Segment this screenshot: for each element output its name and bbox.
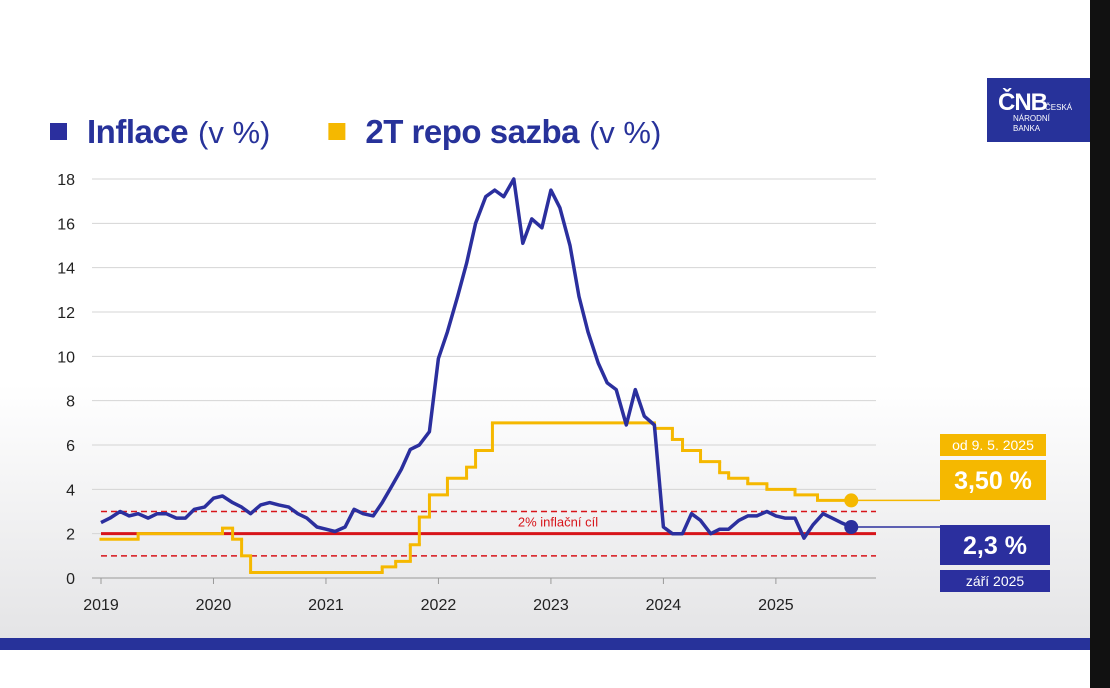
callout-note: od 9. 5. 2025 [952,437,1034,453]
end-dot [844,520,859,535]
screen-edge [1090,0,1110,688]
x-tick-label: 2020 [196,597,232,614]
legend-label: Inflace [87,113,188,150]
callout-value: 2,3 % [963,532,1027,560]
callout-value: 3,50 % [954,467,1032,495]
callout-note-box [940,570,1050,592]
y-tick-label: 12 [57,305,75,322]
x-tick-label: 2019 [83,597,119,614]
logo-text: NÁRODNÍ [1013,114,1051,123]
logo-box [987,78,1090,142]
legend-label: 2T repo sazba [365,113,580,150]
legend-unit: (v %) [198,115,270,150]
target-label: 2% inflační cíl [518,515,598,530]
logo: ČNB ČESKÁ NÁRODNÍ BANKA [987,78,1090,142]
logo-mark: ČNB [998,88,1048,116]
background [0,0,1090,640]
y-tick-label: 8 [66,394,75,411]
y-tick-label: 14 [57,261,75,278]
end-dot [844,493,859,508]
y-tick-label: 2 [66,527,75,544]
series-line [100,177,852,540]
legend-unit: (v %) [589,115,661,150]
callout-box [940,460,1046,500]
callout-note: září 2025 [966,573,1025,589]
x-tick-label: 2022 [421,597,457,614]
y-tick-label: 16 [57,216,75,233]
y-tick-label: 0 [66,571,75,588]
x-tick-label: 2021 [308,597,344,614]
y-tick-label: 6 [66,438,75,455]
logo-text: ČESKÁ [1045,103,1073,112]
legend-swatch [328,123,346,140]
y-tick-label: 18 [57,172,75,189]
callout-note-box [940,434,1046,456]
legend-swatch [50,123,67,140]
x-tick-label: 2024 [646,597,682,614]
y-tick-label: 10 [57,349,75,366]
y-tick-label: 4 [66,482,75,499]
logo-text: BANKA [1013,124,1041,133]
footer-bar [0,638,1090,650]
x-tick-label: 2025 [758,597,794,614]
x-tick-label: 2023 [533,597,569,614]
callout-box [940,525,1050,565]
